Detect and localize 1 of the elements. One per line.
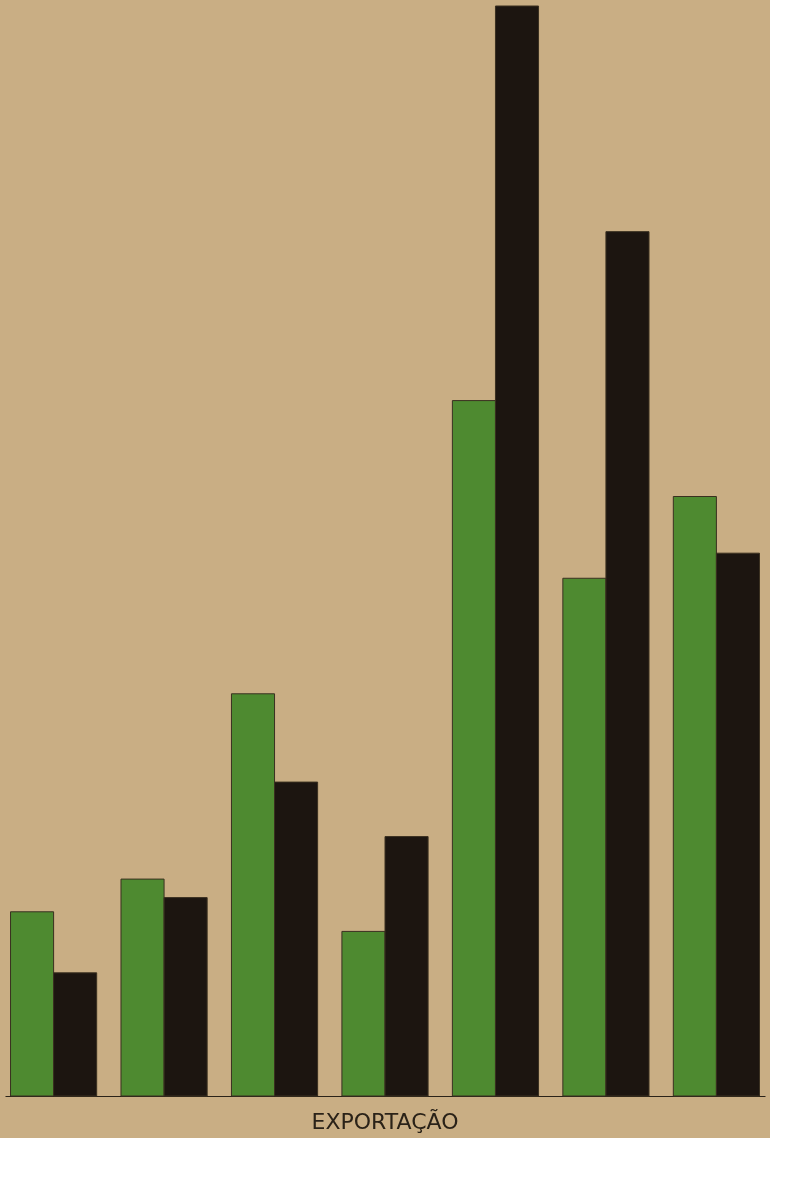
text: EXPORTAÇÃO (311, 1108, 459, 1134)
